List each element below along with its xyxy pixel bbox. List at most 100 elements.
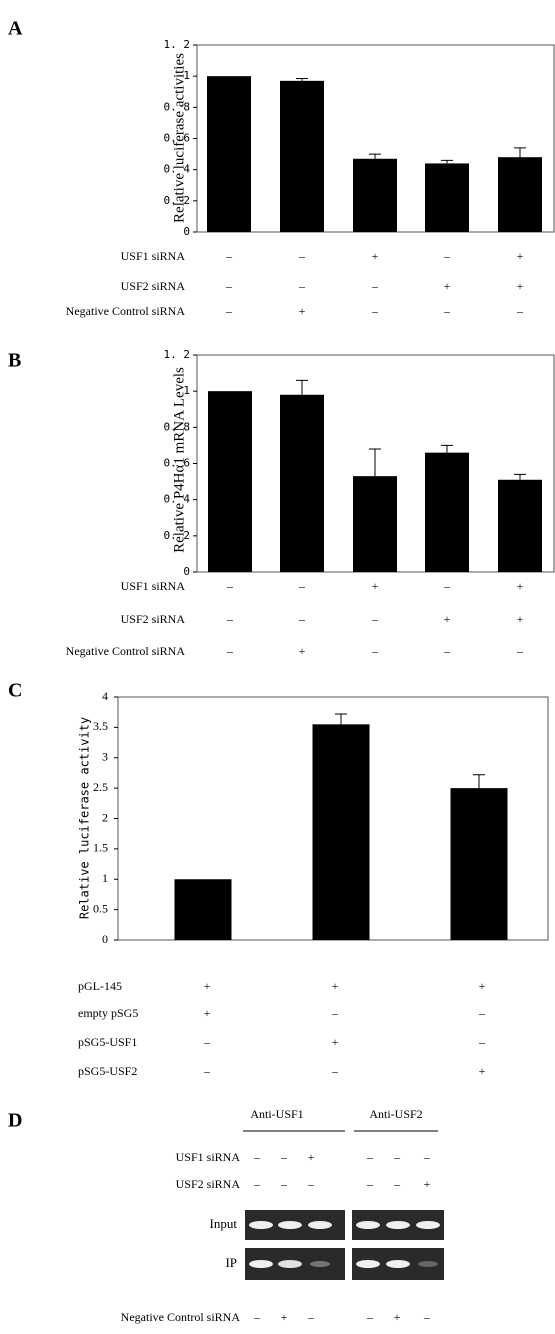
- band: [386, 1221, 410, 1229]
- condition-sign: –: [478, 1006, 486, 1020]
- condition-label: USF2 siRNA: [121, 612, 186, 626]
- y-tick-label: 0. 4: [164, 163, 191, 176]
- y-tick-label: 0.5: [93, 901, 108, 915]
- condition-sign: –: [423, 1150, 431, 1164]
- condition-label: USF1 siRNA: [176, 1150, 241, 1164]
- gel: [243, 1131, 444, 1280]
- condition-sign: –: [443, 644, 451, 658]
- panel-label: B: [8, 350, 21, 372]
- condition-sign: –: [226, 644, 234, 658]
- band: [356, 1260, 380, 1268]
- condition-sign: –: [253, 1177, 261, 1191]
- condition-sign: –: [225, 304, 233, 318]
- condition-sign: +: [479, 979, 486, 993]
- y-axis-title: Relative luciferase activity: [78, 717, 92, 919]
- group-label: Anti-USF1: [250, 1107, 303, 1121]
- condition-sign: –: [203, 1064, 211, 1078]
- condition-sign: –: [366, 1310, 374, 1324]
- error-bar: [514, 148, 526, 157]
- condition-sign: +: [372, 579, 379, 593]
- condition-sign: –: [443, 579, 451, 593]
- condition-label: empty pSG5: [78, 1006, 138, 1020]
- bar: [353, 476, 397, 572]
- condition-sign: –: [298, 279, 306, 293]
- y-tick-label: 1: [183, 384, 190, 397]
- error-bar: [441, 445, 453, 452]
- condition-sign: –: [225, 249, 233, 263]
- panel-label: C: [8, 680, 22, 702]
- y-tick-label: 2: [102, 810, 108, 824]
- condition-sign: +: [517, 249, 524, 263]
- band: [249, 1221, 273, 1229]
- condition-sign: –: [280, 1150, 288, 1164]
- condition-sign: +: [372, 249, 379, 263]
- row-label: IP: [225, 1255, 237, 1270]
- condition-sign: +: [299, 644, 306, 658]
- y-tick-label: 4: [102, 689, 108, 703]
- row-label: Input: [210, 1216, 238, 1231]
- y-tick-label: 0. 6: [164, 457, 191, 470]
- condition-label: USF2 siRNA: [121, 279, 186, 293]
- band: [356, 1221, 380, 1229]
- figure: ARelative luciferase activities00. 20. 4…: [0, 0, 555, 1334]
- y-tick-label: 1.5: [93, 841, 108, 855]
- error-bar: [473, 775, 485, 788]
- condition-sign: +: [517, 579, 524, 593]
- bar: [175, 879, 232, 940]
- bar: [280, 395, 324, 572]
- condition-sign: +: [394, 1310, 401, 1324]
- condition-sign: –: [366, 1177, 374, 1191]
- condition-sign: –: [203, 1035, 211, 1049]
- condition-sign: –: [280, 1177, 288, 1191]
- y-tick-label: 0: [183, 225, 190, 238]
- condition-sign: +: [308, 1150, 315, 1164]
- condition-sign: +: [517, 612, 524, 626]
- condition-sign: +: [479, 1064, 486, 1078]
- y-tick-label: 0. 2: [164, 194, 191, 207]
- condition-sign: –: [371, 612, 379, 626]
- condition-sign: –: [371, 644, 379, 658]
- condition-sign: –: [371, 279, 379, 293]
- condition-label: Negative Control siRNA: [121, 1310, 241, 1324]
- condition-label: USF1 siRNA: [121, 249, 186, 263]
- band: [308, 1221, 332, 1229]
- y-tick-label: 0. 2: [164, 529, 191, 542]
- y-tick-label: 0: [183, 565, 190, 578]
- group-label: Anti-USF2: [369, 1107, 422, 1121]
- condition-sign: –: [307, 1177, 315, 1191]
- bar: [280, 81, 324, 232]
- condition-sign: –: [516, 304, 524, 318]
- y-tick-label: 1: [183, 69, 190, 82]
- y-tick-label: 1. 2: [164, 38, 191, 51]
- condition-sign: –: [423, 1310, 431, 1324]
- condition-sign: +: [424, 1177, 431, 1191]
- condition-sign: +: [299, 304, 306, 318]
- bar: [313, 724, 370, 940]
- condition-sign: –: [331, 1006, 339, 1020]
- condition-sign: –: [253, 1150, 261, 1164]
- y-tick-label: 0. 8: [164, 420, 191, 433]
- panel-label: A: [8, 18, 23, 40]
- condition-sign: –: [443, 249, 451, 263]
- error-bar: [369, 154, 381, 159]
- bar: [207, 76, 251, 232]
- condition-sign: +: [204, 1006, 211, 1020]
- condition-label: USF1 siRNA: [121, 579, 186, 593]
- band: [310, 1261, 330, 1267]
- condition-sign: –: [298, 612, 306, 626]
- condition-sign: –: [298, 579, 306, 593]
- band: [416, 1221, 440, 1229]
- error-bar: [335, 714, 347, 724]
- condition-sign: –: [298, 249, 306, 263]
- condition-sign: +: [444, 279, 451, 293]
- band: [386, 1260, 410, 1268]
- page: ARelative luciferase activities00. 20. 4…: [0, 0, 555, 1334]
- y-tick-label: 0. 4: [164, 493, 191, 506]
- condition-sign: +: [444, 612, 451, 626]
- bar: [425, 453, 469, 572]
- condition-label: Negative Control siRNA: [66, 644, 186, 658]
- error-bar: [296, 380, 308, 394]
- bar: [451, 788, 508, 940]
- condition-sign: +: [332, 1035, 339, 1049]
- condition-sign: –: [225, 279, 233, 293]
